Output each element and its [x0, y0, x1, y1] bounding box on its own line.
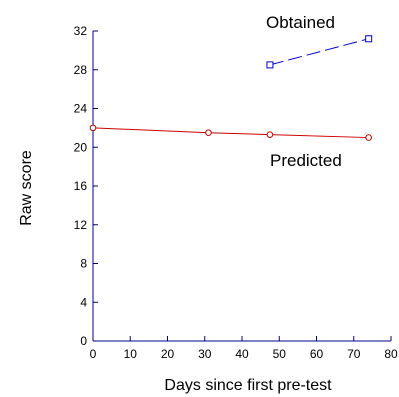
axes: [92, 31, 391, 342]
y-tick-label: 28: [74, 63, 88, 77]
y-axis-ticks: 0 4 8 12 16 20 24 28 32: [74, 24, 98, 348]
series-label-predicted: Predicted: [270, 151, 342, 170]
series-predicted: [89, 124, 372, 141]
x-tick-label: 60: [310, 347, 324, 361]
y-tick-label: 4: [80, 295, 87, 309]
series-layer: [89, 35, 373, 141]
x-tick-label: 40: [235, 347, 249, 361]
series-line-obtained: [269, 38, 369, 66]
data-point-obtained: [266, 61, 274, 69]
series-line-predicted: [92, 127, 369, 139]
x-tick-label: 50: [273, 347, 287, 361]
x-tick-label: 30: [198, 347, 212, 361]
y-tick-label: 0: [80, 334, 87, 348]
x-tick-label: 20: [161, 347, 175, 361]
data-point-predicted: [266, 131, 274, 138]
y-tick-label: 32: [74, 24, 88, 38]
x-tick-label: 70: [347, 347, 361, 361]
x-axis-label: Days since first pre-test: [164, 377, 332, 394]
y-axis-label: Raw score: [18, 150, 35, 226]
x-tick-label: 80: [384, 347, 398, 361]
x-tick-label: 10: [124, 347, 138, 361]
series-label-obtained: Obtained: [266, 13, 335, 32]
x-axis-ticks: 0 10 20 30 40 50 60 70 80: [90, 336, 398, 361]
y-tick-label: 16: [74, 179, 88, 193]
data-point-predicted: [205, 129, 212, 137]
y-tick-label: 12: [74, 218, 88, 232]
data-point-obtained: [365, 35, 373, 43]
series-obtained: [266, 35, 373, 69]
y-tick-label: 24: [74, 102, 88, 116]
x-tick-label: 0: [90, 347, 97, 361]
data-point-predicted: [89, 124, 97, 132]
y-tick-label: 8: [80, 257, 87, 271]
y-tick-label: 20: [74, 140, 88, 154]
data-point-predicted: [365, 134, 372, 141]
